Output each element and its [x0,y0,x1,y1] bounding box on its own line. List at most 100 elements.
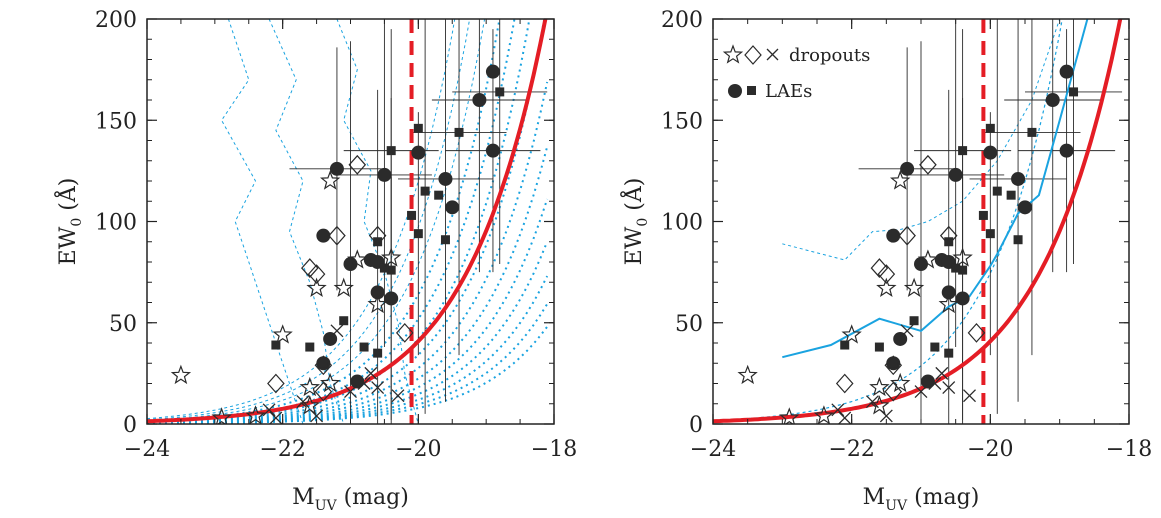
marker-star [380,247,402,267]
x-tick-label: −22 [259,437,305,462]
marker-circle [438,171,453,186]
marker-circle [370,285,385,300]
marker-square [985,229,995,239]
marker-square [440,235,450,245]
marker-diamond [898,225,916,246]
x-tick-label: −20 [395,437,441,462]
marker-star [813,405,835,424]
marker-square [454,127,464,137]
marker-diamond [884,355,903,376]
x-axis-label: MUV (mag) [292,485,409,514]
contour-line [147,19,456,420]
marker-square [495,87,505,97]
marker-square [407,210,417,220]
marker-square [339,316,349,326]
marker-square [1069,87,1079,97]
marker-square [930,342,940,352]
marker-cross [935,366,949,380]
marker-cross [310,409,324,423]
marker-star [211,407,232,424]
marker-cross [344,385,357,399]
contour-line [147,19,546,424]
marker-circle [323,331,338,346]
marker-star [347,249,368,269]
marker-circle [948,167,963,182]
y-tick-label: 0 [689,413,703,438]
marker-square [413,123,423,133]
marker-circle [384,291,399,306]
y-tick-label: 150 [661,109,703,134]
contour-line [147,275,549,424]
marker-square [318,358,328,368]
contour-line [268,19,345,424]
plot-area [713,19,1123,424]
marker-diamond [307,264,326,285]
marker-diamond [884,381,903,402]
marker-star [869,376,890,397]
marker-star [170,364,192,385]
marker-diamond [395,322,414,343]
contour-line [147,19,486,421]
marker-cross [364,366,378,380]
marker-cross [262,403,276,417]
y-tick-label: 200 [95,8,137,33]
marker-cross [879,409,893,423]
marker-square [992,186,1002,196]
marker-diamond [300,258,319,278]
model-contours [147,19,549,424]
marker-square [413,229,423,239]
marker-star [876,277,897,297]
marker-cross [963,389,976,403]
y-tick-label: 0 [123,413,137,438]
marker-square [305,342,315,352]
marker-square [874,342,884,352]
marker-diamond [314,355,333,376]
marker-diamond [348,154,367,175]
marker-circle [472,93,487,107]
contour-line [147,19,471,421]
contour-line [147,19,531,424]
marker-cross [371,381,385,395]
marker-diamond [870,258,889,278]
marker-diamond [835,373,854,394]
marker-star [333,277,354,297]
marker-star [779,407,800,424]
marker-circle [316,228,331,243]
marker-star [245,405,266,424]
marker-star [903,277,925,297]
marker-square [373,348,383,358]
marker-circle [1059,64,1074,79]
marker-circle [955,291,970,306]
legend: dropouts LAEs [722,44,870,102]
y-tick-label: 100 [95,211,137,236]
marker-square [386,265,396,275]
marker-square [271,340,281,350]
marker-circle [941,285,956,300]
marker-square [944,237,954,247]
panel-right: −24 −22 −20 −18 0 50 100 150 200 MUV (mag) EW0 (Å)… [619,8,1152,514]
marker-circle [350,374,365,389]
x-tick-label: −24 [690,437,736,462]
marker-star [272,324,293,344]
x-tick-label: −24 [124,437,170,462]
marker-circle [445,200,460,215]
x-tick-label: −20 [967,437,1013,462]
marker-diamond [919,154,937,175]
marker-square [944,348,954,358]
contour-line [221,19,304,424]
marker-star [917,249,939,269]
marker-diamond [877,264,896,285]
marker-cross [942,381,956,395]
marker-star [938,293,959,314]
panel-left: −24 −22 −20 −18 0 50 100 150 200 MUV (mag) EW0 (Å) [53,8,577,514]
marker-cross [914,385,928,399]
marker-star [367,293,388,314]
marker-circle [893,331,908,346]
y-tick-label: 200 [661,8,703,33]
marker-star [889,170,911,190]
marker-cross [269,411,283,424]
marker-diamond [267,373,285,394]
marker-square [985,123,995,133]
marker-square [951,263,961,273]
